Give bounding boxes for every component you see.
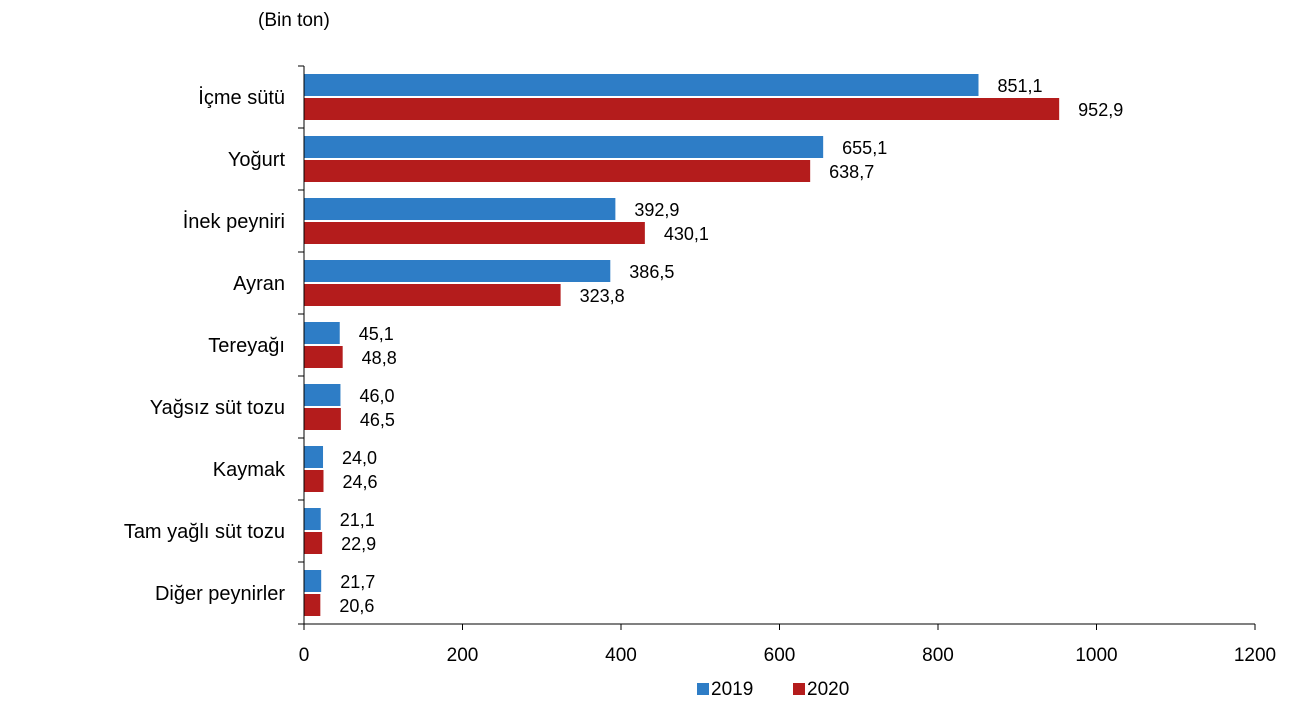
- legend-swatch-2019: [697, 683, 709, 695]
- x-tick-label: 200: [447, 645, 479, 666]
- bars-layer: [304, 74, 1060, 616]
- value-label: 655,1: [842, 138, 887, 158]
- value-label: 430,1: [664, 224, 709, 244]
- legend-label: 2020: [807, 679, 849, 700]
- x-tick-label: 1000: [1075, 645, 1117, 666]
- value-label: 24,0: [342, 448, 377, 468]
- legend-label: 2019: [711, 679, 753, 700]
- category-label: Yoğurt: [228, 149, 286, 171]
- value-label: 46,5: [360, 410, 395, 430]
- bar-2019-4: [304, 322, 340, 344]
- category-label: Ayran: [233, 273, 285, 295]
- bar-2020-3: [304, 284, 561, 306]
- value-label: 386,5: [629, 262, 674, 282]
- value-label: 392,9: [634, 200, 679, 220]
- value-label: 24,6: [342, 472, 377, 492]
- value-label: 952,9: [1078, 100, 1123, 120]
- bar-2019-6: [304, 446, 324, 468]
- value-label: 638,7: [829, 162, 874, 182]
- bar-2020-2: [304, 222, 645, 244]
- value-label: 22,9: [341, 534, 376, 554]
- bar-2020-7: [304, 532, 323, 554]
- bar-2019-3: [304, 260, 611, 282]
- x-tick-label: 400: [605, 645, 637, 666]
- legend-swatch-2020: [793, 683, 805, 695]
- legend: 2019 2020: [697, 679, 849, 700]
- value-label: 323,8: [580, 286, 625, 306]
- x-tick-label: 1200: [1234, 645, 1276, 666]
- value-label: 851,1: [997, 76, 1042, 96]
- category-label: Tam yağlı süt tozu: [124, 521, 285, 543]
- bar-2020-1: [304, 160, 811, 182]
- bar-2019-1: [304, 136, 824, 158]
- bar-2020-5: [304, 408, 341, 430]
- bar-2019-7: [304, 508, 321, 530]
- x-tick-label: 0: [299, 645, 310, 666]
- unit-label: (Bin ton): [258, 10, 330, 31]
- labels-layer: İçme sütü 851,1 952,9 Yoğurt 655,1 638,7 İnek …: [124, 76, 1123, 616]
- category-label: İçme sütü: [198, 86, 285, 109]
- bar-2020-8: [304, 594, 321, 616]
- category-label: Yağsız süt tozu: [150, 397, 285, 419]
- bar-2019-0: [304, 74, 979, 96]
- x-tick-label: 800: [922, 645, 954, 666]
- bar-2020-4: [304, 346, 343, 368]
- value-label: 46,0: [359, 386, 394, 406]
- value-label: 48,8: [362, 348, 397, 368]
- x-tick-label: 600: [764, 645, 796, 666]
- x-axis: 0 200 400 600 800 1000 1200: [298, 65, 1276, 666]
- bar-2019-2: [304, 198, 616, 220]
- bar-2020-0: [304, 98, 1060, 120]
- bar-2020-6: [304, 470, 324, 492]
- category-label: Kaymak: [213, 459, 286, 481]
- value-label: 20,6: [339, 596, 374, 616]
- value-label: 21,1: [340, 510, 375, 530]
- category-label: Tereyağı: [208, 335, 285, 357]
- value-label: 21,7: [340, 572, 375, 592]
- category-label: İnek peyniri: [183, 210, 285, 233]
- bar-2019-5: [304, 384, 341, 406]
- bar-2019-8: [304, 570, 322, 592]
- value-label: 45,1: [359, 324, 394, 344]
- category-label: Diğer peynirler: [155, 583, 285, 605]
